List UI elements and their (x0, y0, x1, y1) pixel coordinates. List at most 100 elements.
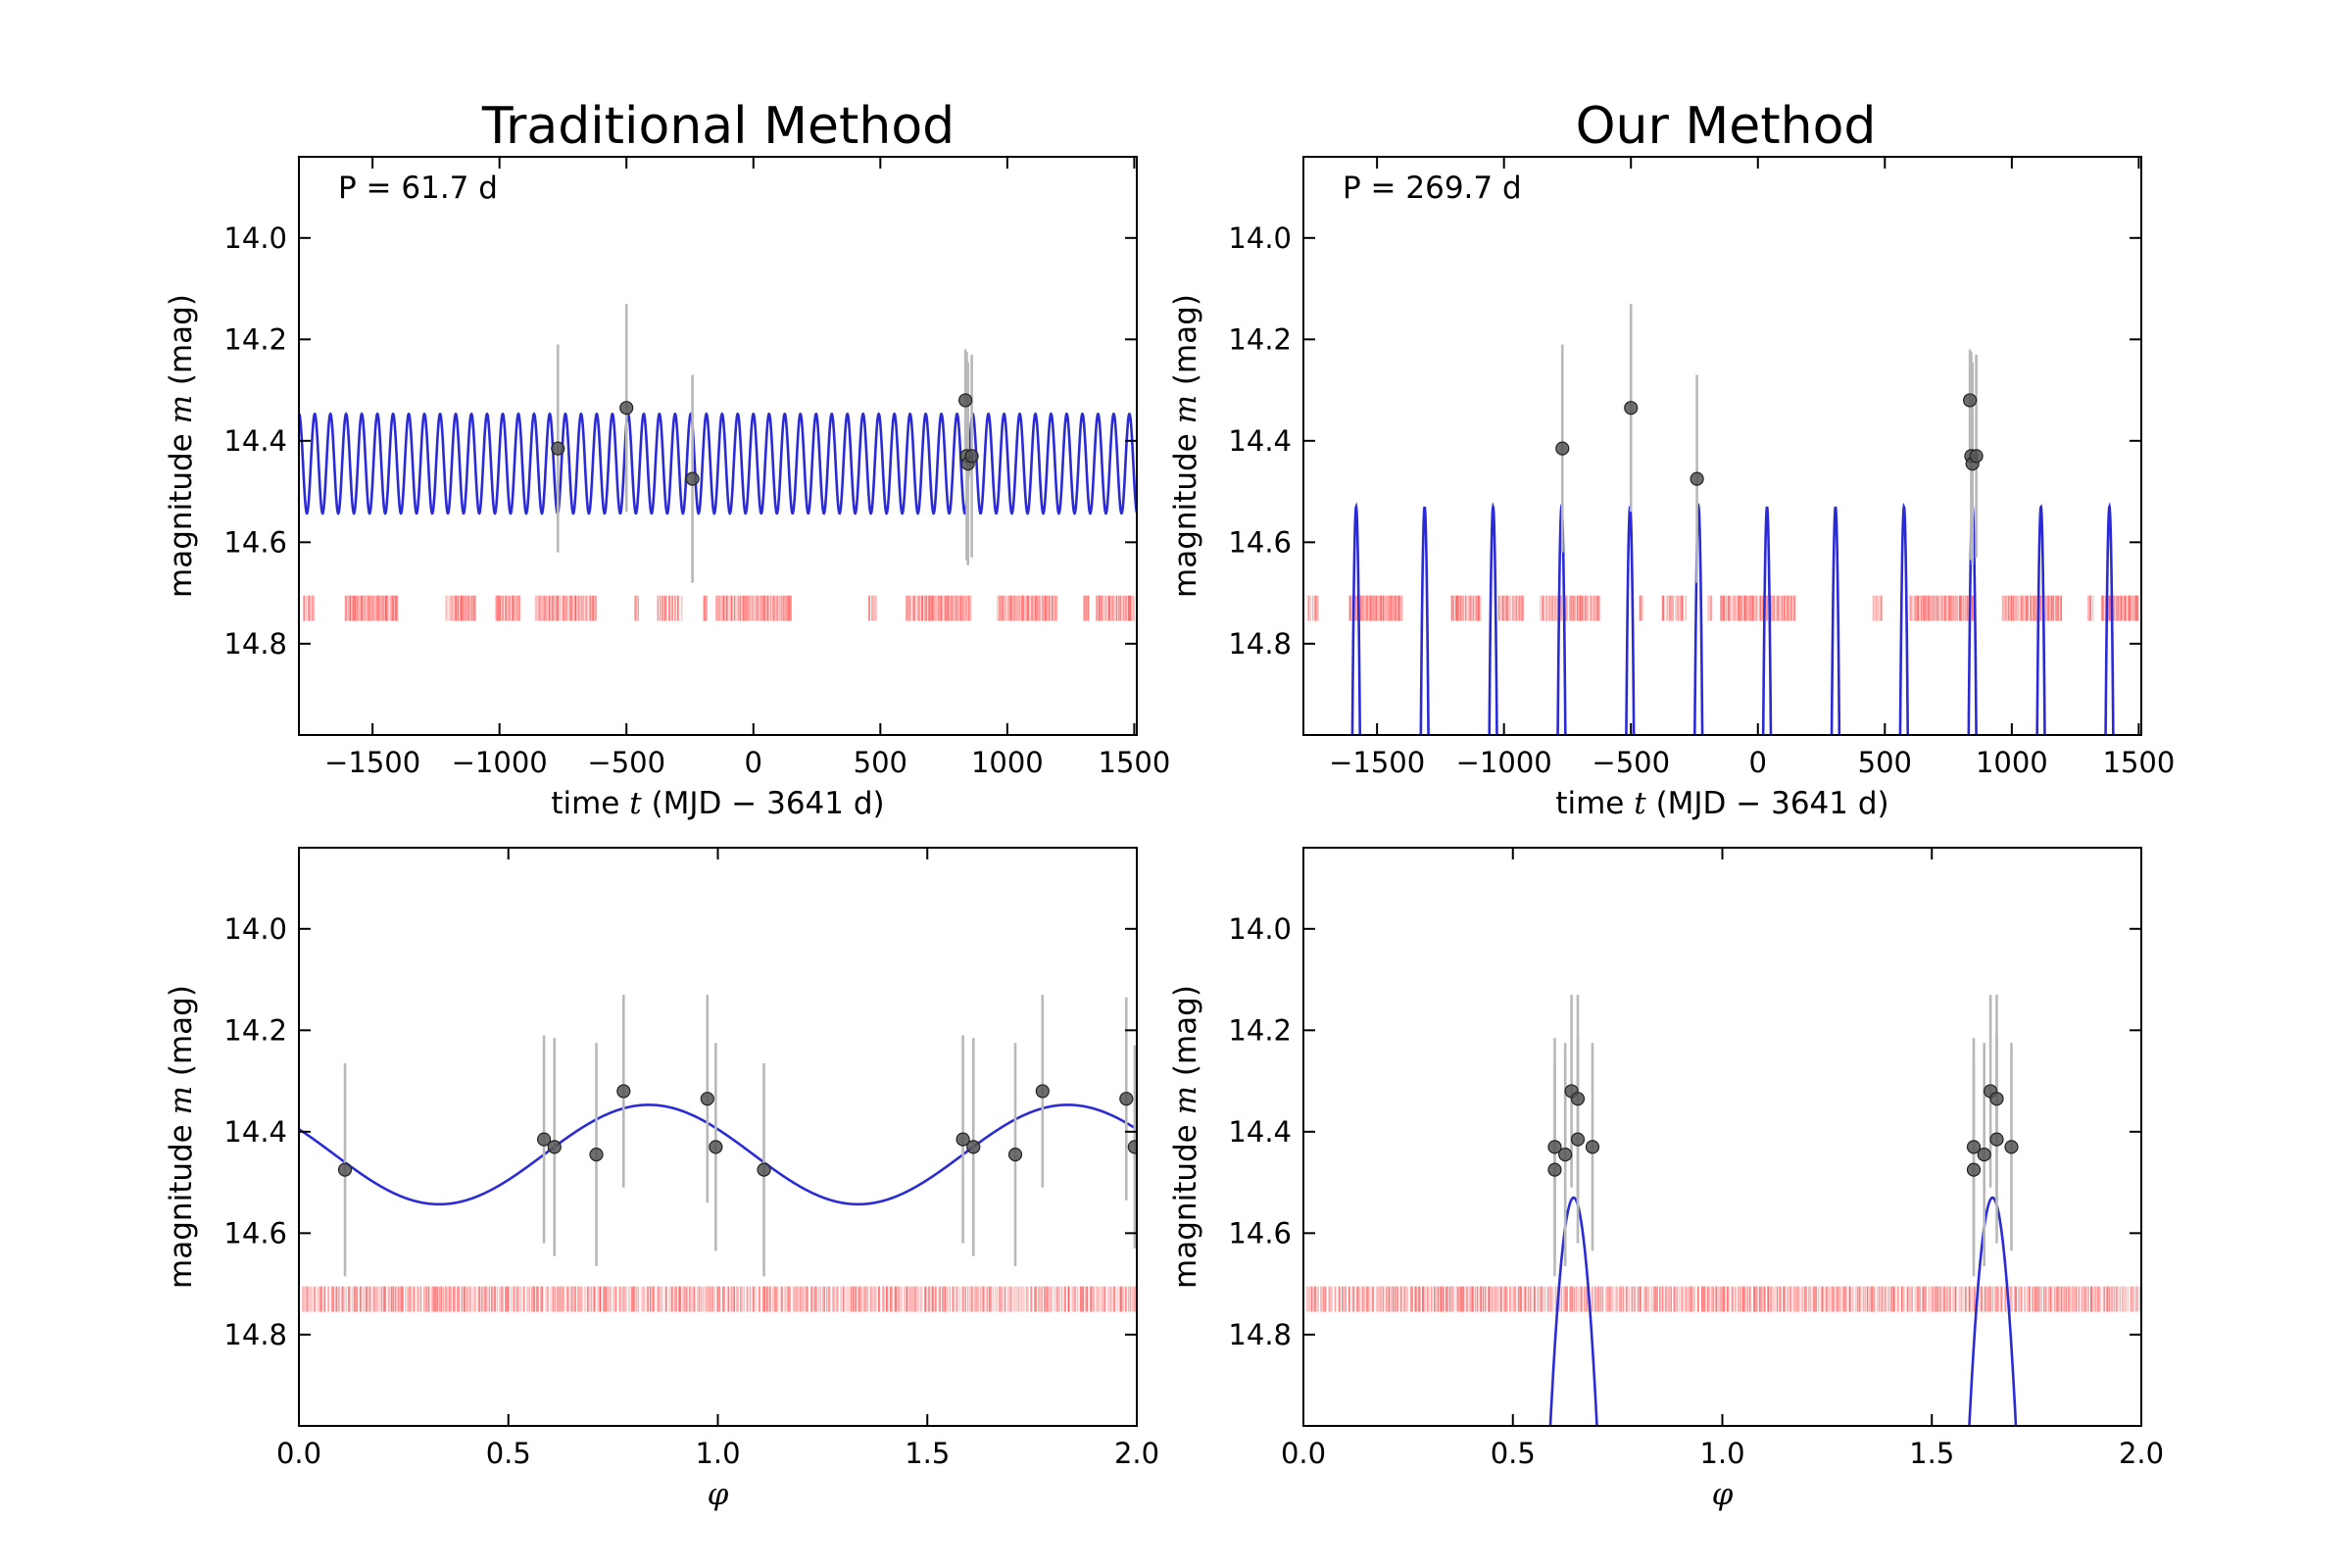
data-point (1007, 1148, 1023, 1162)
panels: −1500 −1000 −500 0 500 1000 1500 14.0 14.2 14.4 14… (164, 156, 2176, 1512)
data-point (1570, 1092, 1586, 1106)
y-tick-label: 14.8 (1228, 1318, 1292, 1351)
data-point (1977, 1148, 1991, 1162)
sampling-marks (303, 595, 1135, 621)
x-tick-label: 1.0 (695, 1437, 740, 1470)
x-tick-label: 0.5 (486, 1437, 531, 1470)
x-tick-label: −1000 (1456, 746, 1552, 779)
y-tick-label: 14.4 (223, 1115, 287, 1149)
data-point (1966, 1140, 1982, 1154)
x-tick-label: 0 (745, 746, 762, 779)
axes-frame (298, 156, 1138, 736)
axes-frame (298, 847, 1138, 1427)
y-tick-label: 14.6 (223, 1216, 287, 1250)
data-point (1989, 1092, 2004, 1106)
x-tick-label: −1500 (1329, 746, 1425, 779)
x-axis-label: time t (MJD − 3641 d) (1555, 786, 1888, 821)
period-annotation: P = 61.7 d (338, 171, 498, 206)
y-tick-label: 14.2 (1228, 1013, 1292, 1047)
panel-traditional-time: −1500 −1000 −500 0 500 1000 1500 14.0 14.2 14.4 14… (164, 156, 1170, 821)
y-tick-label: 14.2 (223, 322, 287, 356)
data-point (1035, 1084, 1050, 1099)
data-point (2004, 1140, 2019, 1154)
panel-traditional-phase: 0.0 0.5 1.0 1.5 2.0 14.0 14.2 14.4 14.6 14.8 φ magn… (164, 847, 1159, 1512)
x-tick-label: 1.0 (1699, 1437, 1744, 1470)
x-tick-label: 0.0 (1281, 1437, 1326, 1470)
sampling-marks (1303, 1286, 2141, 1312)
y-tick-label: 14.4 (1228, 1115, 1292, 1149)
x-tick-label: −1000 (452, 746, 548, 779)
y-tick-label: 14.8 (223, 1318, 287, 1351)
data-point (619, 401, 634, 416)
model-curve (299, 1103, 1137, 1206)
data-point (337, 1162, 353, 1177)
data-point (547, 1140, 562, 1154)
x-axis-label: φ (708, 1477, 729, 1512)
x-tick-label: 1500 (2103, 746, 2176, 779)
data-point (1989, 1132, 2004, 1147)
data-point (1547, 1140, 1562, 1154)
y-tick-label: 14.6 (1228, 525, 1292, 559)
data-point (1555, 441, 1570, 456)
y-tick-label: 14.4 (223, 424, 287, 458)
x-tick-label: 500 (854, 746, 907, 779)
sampling-marks (1307, 595, 2139, 621)
data-point (958, 393, 973, 408)
y-axis-label: magnitude m (mag) (1168, 985, 1203, 1289)
data-point (757, 1162, 771, 1177)
y-tick-label: 14.0 (1228, 912, 1292, 946)
x-tick-label: −1500 (324, 746, 420, 779)
data-point (616, 1084, 631, 1099)
plot-area (299, 995, 1137, 1312)
data-point (966, 1140, 981, 1154)
data-point (536, 1132, 552, 1147)
data-point (1963, 393, 1978, 408)
model-curve (299, 412, 1137, 515)
column-title-traditional: Traditional Method (481, 97, 955, 156)
y-tick-label: 14.2 (1228, 322, 1292, 356)
y-axis-label: magnitude m (mag) (1168, 294, 1203, 598)
y-axis-label: magnitude m (mag) (164, 294, 199, 598)
period-annotation: P = 269.7 d (1343, 171, 1522, 206)
data-point (1127, 1140, 1137, 1154)
y-tick-label: 14.6 (223, 525, 287, 559)
x-tick-label: 0.5 (1491, 1437, 1536, 1470)
data-point (964, 449, 979, 464)
x-tick-label: 2.0 (2119, 1437, 2164, 1470)
x-tick-label: 1.5 (905, 1437, 950, 1470)
data-point (1966, 1162, 1982, 1177)
data-point (1547, 1162, 1562, 1177)
plot-area (1307, 304, 2139, 735)
data-point (1585, 1140, 1600, 1154)
axes-frame (1302, 847, 2142, 1427)
data-point (1969, 449, 1984, 464)
x-tick-label: 500 (1858, 746, 1912, 779)
data-point (1690, 471, 1704, 486)
y-tick-label: 14.0 (223, 221, 287, 255)
data-point (700, 1092, 714, 1106)
y-tick-label: 14.0 (223, 912, 287, 946)
data-point (589, 1148, 604, 1162)
y-tick-label: 14.8 (223, 627, 287, 661)
data-point (956, 1132, 970, 1147)
model-curve (1548, 1196, 2018, 1426)
data-point (1570, 1132, 1586, 1147)
y-axis-label: magnitude m (mag) (164, 985, 199, 1289)
axes-frame (1302, 156, 2142, 736)
y-tick-label: 14.2 (223, 1013, 287, 1047)
x-tick-label: 0 (1749, 746, 1767, 779)
panel-our-phase: 0.0 0.5 1.0 1.5 2.0 14.0 14.2 14.4 14.6 14.8 φ magn… (1168, 847, 2164, 1512)
x-tick-label: 2.0 (1114, 1437, 1159, 1470)
data-point (551, 441, 565, 456)
data-point (685, 471, 700, 486)
plot-area (1303, 995, 2141, 1426)
data-point (1624, 401, 1639, 416)
x-tick-label: 1000 (1976, 746, 2048, 779)
data-point (1558, 1148, 1573, 1162)
y-tick-label: 14.4 (1228, 424, 1292, 458)
x-tick-label: −500 (1592, 746, 1670, 779)
sampling-marks (299, 1286, 1137, 1312)
x-tick-label: 0.0 (276, 1437, 321, 1470)
column-title-ours: Our Method (1576, 97, 1877, 156)
x-tick-label: −500 (587, 746, 665, 779)
